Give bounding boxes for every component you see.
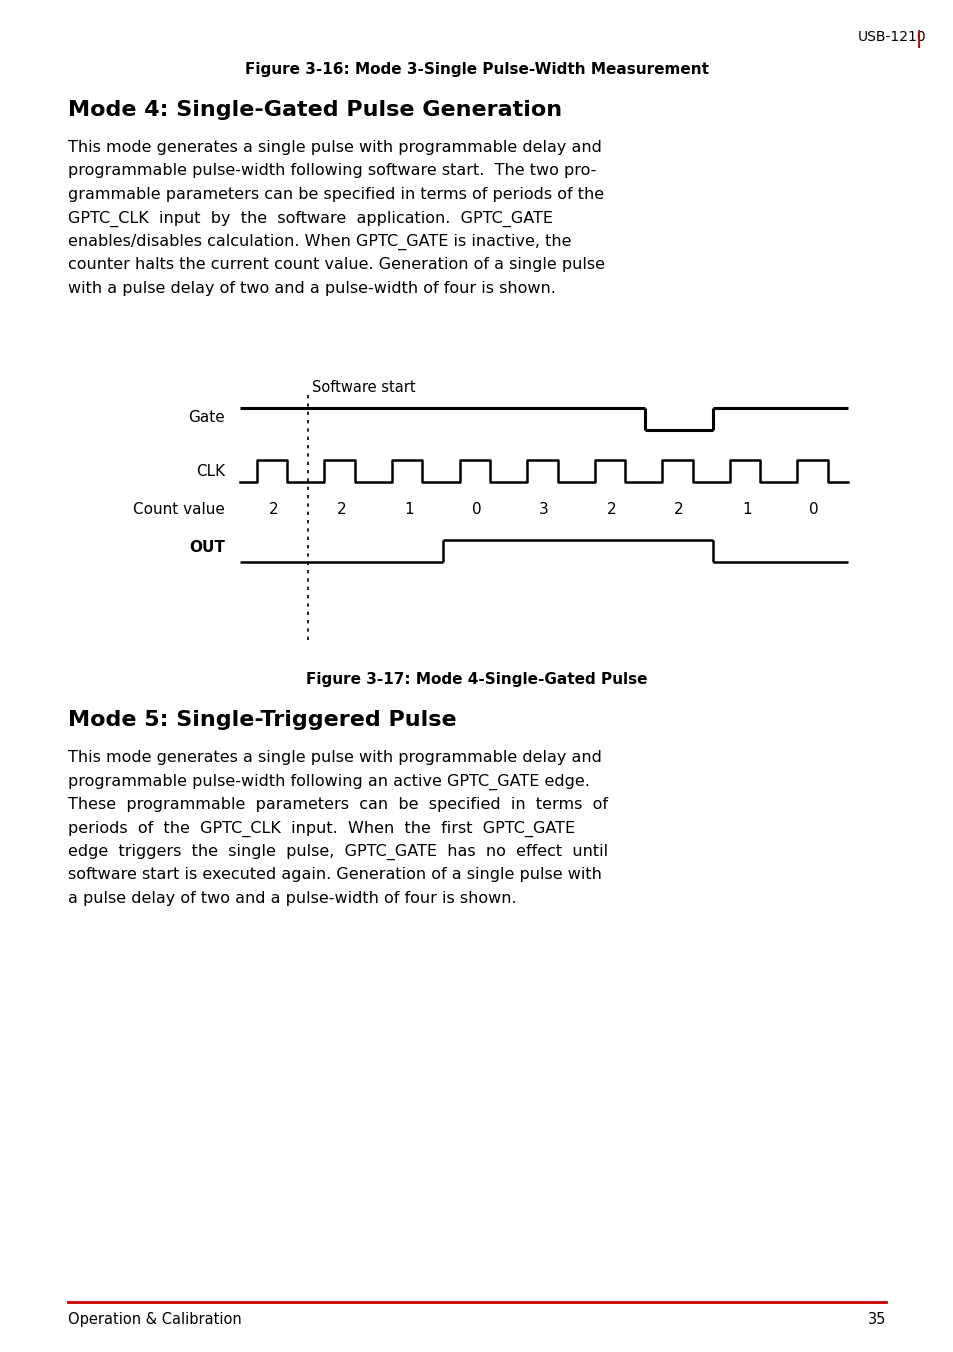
Text: |: | [915, 30, 922, 49]
Text: 2: 2 [336, 503, 346, 518]
Text: edge  triggers  the  single  pulse,  GPTC_GATE  has  no  effect  until: edge triggers the single pulse, GPTC_GAT… [68, 844, 607, 860]
Text: OUT: OUT [189, 541, 225, 556]
Text: enables/disables calculation. When GPTC_GATE is inactive, the: enables/disables calculation. When GPTC_… [68, 234, 571, 250]
Text: grammable parameters can be specified in terms of periods of the: grammable parameters can be specified in… [68, 187, 603, 201]
Text: This mode generates a single pulse with programmable delay and: This mode generates a single pulse with … [68, 750, 601, 765]
Text: Software start: Software start [312, 380, 415, 395]
Text: 2: 2 [606, 503, 616, 518]
Text: software start is executed again. Generation of a single pulse with: software start is executed again. Genera… [68, 868, 601, 883]
Text: programmable pulse-width following software start.  The two pro-: programmable pulse-width following softw… [68, 164, 596, 178]
Text: Figure 3-16: Mode 3-Single Pulse-Width Measurement: Figure 3-16: Mode 3-Single Pulse-Width M… [245, 62, 708, 77]
Text: 3: 3 [538, 503, 548, 518]
Text: Figure 3-17: Mode 4-Single-Gated Pulse: Figure 3-17: Mode 4-Single-Gated Pulse [306, 672, 647, 687]
Text: This mode generates a single pulse with programmable delay and: This mode generates a single pulse with … [68, 141, 601, 155]
Text: These  programmable  parameters  can  be  specified  in  terms  of: These programmable parameters can be spe… [68, 796, 607, 813]
Text: Operation & Calibration: Operation & Calibration [68, 1311, 241, 1328]
Text: programmable pulse-width following an active GPTC_GATE edge.: programmable pulse-width following an ac… [68, 773, 589, 790]
Text: Mode 5: Single-Triggered Pulse: Mode 5: Single-Triggered Pulse [68, 710, 456, 730]
Text: with a pulse delay of two and a pulse-width of four is shown.: with a pulse delay of two and a pulse-wi… [68, 281, 556, 296]
Text: Gate: Gate [188, 411, 225, 426]
Text: a pulse delay of two and a pulse-width of four is shown.: a pulse delay of two and a pulse-width o… [68, 891, 517, 906]
Text: USB-1210: USB-1210 [857, 30, 925, 45]
Text: 1: 1 [404, 503, 414, 518]
Text: 35: 35 [866, 1311, 885, 1328]
Text: GPTC_CLK  input  by  the  software  application.  GPTC_GATE: GPTC_CLK input by the software applicati… [68, 211, 553, 227]
Text: 0: 0 [808, 503, 819, 518]
Text: Count value: Count value [133, 503, 225, 518]
Text: 1: 1 [741, 503, 751, 518]
Text: 2: 2 [674, 503, 683, 518]
Text: 0: 0 [471, 503, 480, 518]
Text: Mode 4: Single-Gated Pulse Generation: Mode 4: Single-Gated Pulse Generation [68, 100, 561, 120]
Text: CLK: CLK [195, 464, 225, 479]
Text: counter halts the current count value. Generation of a single pulse: counter halts the current count value. G… [68, 257, 604, 273]
Text: periods  of  the  GPTC_CLK  input.  When  the  first  GPTC_GATE: periods of the GPTC_CLK input. When the … [68, 821, 575, 837]
Text: 2: 2 [269, 503, 278, 518]
